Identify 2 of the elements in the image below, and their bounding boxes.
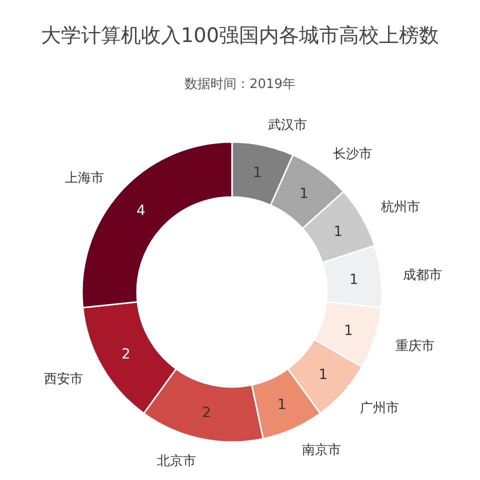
subtitle: 数据时间：2019年 (184, 77, 296, 92)
title: 大学计算机收入100强国内各城市高校上榜数 (40, 23, 440, 47)
